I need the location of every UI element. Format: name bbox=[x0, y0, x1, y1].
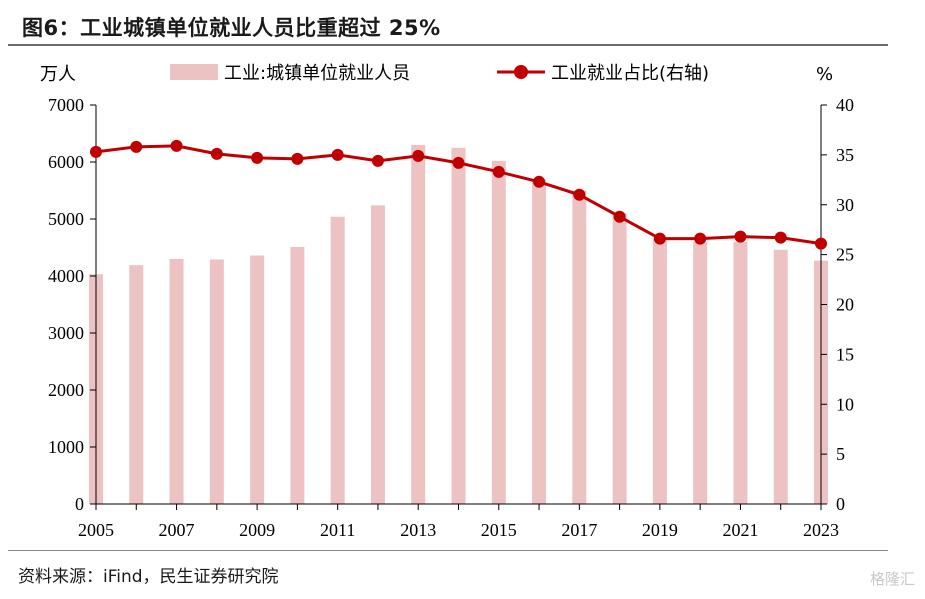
right-tick-label-30: 30 bbox=[836, 195, 854, 215]
bar-2009 bbox=[250, 255, 265, 504]
chart: 0 1000 2000 3000 4000 5000 6000 7000 0 5 10 15 20 25 3… bbox=[40, 63, 854, 540]
source-note: 资料来源：iFind，民生证券研究院 bbox=[18, 567, 279, 587]
bar-2017 bbox=[572, 190, 587, 504]
left-axis-unit: 万人 bbox=[40, 64, 76, 85]
bar-2008 bbox=[209, 259, 224, 504]
bar-2018 bbox=[612, 213, 627, 505]
right-axis-unit: % bbox=[816, 64, 833, 85]
x-tick-label-2015: 2015 bbox=[481, 520, 517, 540]
right-tick-label-35: 35 bbox=[836, 145, 854, 165]
x-tick-label-2017: 2017 bbox=[561, 520, 597, 540]
x-tick-label-2013: 2013 bbox=[400, 520, 436, 540]
line-point-2015 bbox=[492, 165, 505, 178]
right-tick-label-0: 0 bbox=[836, 494, 845, 514]
bar-2021 bbox=[733, 241, 748, 505]
line-point-2019 bbox=[653, 232, 666, 245]
right-tick-label-40: 40 bbox=[836, 95, 854, 115]
bar-2012 bbox=[370, 205, 385, 504]
left-tick-label-2000: 2000 bbox=[48, 380, 84, 400]
x-tick-label-2019: 2019 bbox=[642, 520, 678, 540]
x-tick-label-2023: 2023 bbox=[803, 520, 839, 540]
line-point-2006 bbox=[130, 140, 143, 153]
line-point-2008 bbox=[210, 147, 223, 160]
legend-line-marker bbox=[514, 65, 528, 79]
left-tick-label-5000: 5000 bbox=[48, 209, 84, 229]
bar-2015 bbox=[491, 160, 506, 505]
line-point-2022 bbox=[774, 231, 787, 244]
line-point-2014 bbox=[452, 156, 465, 169]
line-point-2013 bbox=[412, 149, 425, 162]
footer-divider bbox=[8, 550, 888, 551]
legend-bar-swatch bbox=[170, 64, 218, 80]
legend-line-label: 工业就业占比(右轴) bbox=[551, 63, 709, 84]
left-tick-label-3000: 3000 bbox=[48, 323, 84, 343]
x-tick-label-2011: 2011 bbox=[320, 520, 355, 540]
bar-2014 bbox=[451, 147, 466, 504]
line-point-2020 bbox=[694, 232, 707, 245]
bar-2006 bbox=[129, 265, 144, 504]
right-tick-label-20: 20 bbox=[836, 295, 854, 315]
x-tick-label-2007: 2007 bbox=[159, 520, 195, 540]
bar-2022 bbox=[773, 249, 788, 504]
bar-2016 bbox=[532, 179, 547, 504]
left-tick-label-4000: 4000 bbox=[48, 266, 84, 286]
right-tick-label-15: 15 bbox=[836, 344, 854, 364]
legend-bar-label: 工业:城镇单位就业人员 bbox=[224, 63, 410, 84]
line-point-2018 bbox=[613, 210, 626, 223]
title-divider bbox=[8, 44, 888, 46]
left-tick-label-0: 0 bbox=[75, 494, 84, 514]
line-point-2011 bbox=[331, 148, 344, 161]
right-tick-label-5: 5 bbox=[836, 444, 845, 464]
bar-2011 bbox=[330, 216, 345, 504]
right-tick-label-25: 25 bbox=[836, 245, 854, 265]
bar-2013 bbox=[411, 144, 426, 504]
bar-2007 bbox=[169, 258, 184, 504]
bar-2020 bbox=[693, 241, 708, 505]
x-tick-label-2021: 2021 bbox=[722, 520, 758, 540]
left-tick-label-6000: 6000 bbox=[48, 152, 84, 172]
chart-title: 图6：工业城镇单位就业人员比重超过 25% bbox=[22, 16, 441, 40]
bar-2019 bbox=[652, 238, 667, 504]
line-point-2007 bbox=[170, 139, 183, 152]
line-point-2021 bbox=[734, 230, 747, 243]
x-tick-label-2005: 2005 bbox=[78, 520, 114, 540]
left-tick-label-7000: 7000 bbox=[48, 95, 84, 115]
line-point-2016 bbox=[533, 175, 546, 188]
left-tick-label-1000: 1000 bbox=[48, 437, 84, 457]
line-point-2023 bbox=[815, 237, 827, 250]
watermark-logo: 格隆汇 bbox=[869, 570, 915, 588]
line-point-2010 bbox=[291, 152, 304, 165]
line-point-2005 bbox=[90, 145, 102, 158]
line-point-2017 bbox=[573, 188, 586, 201]
line-point-2009 bbox=[251, 151, 264, 164]
bar-2010 bbox=[290, 246, 305, 504]
x-tick-label-2009: 2009 bbox=[239, 520, 275, 540]
line-point-2012 bbox=[371, 154, 384, 167]
right-tick-label-10: 10 bbox=[836, 394, 854, 414]
